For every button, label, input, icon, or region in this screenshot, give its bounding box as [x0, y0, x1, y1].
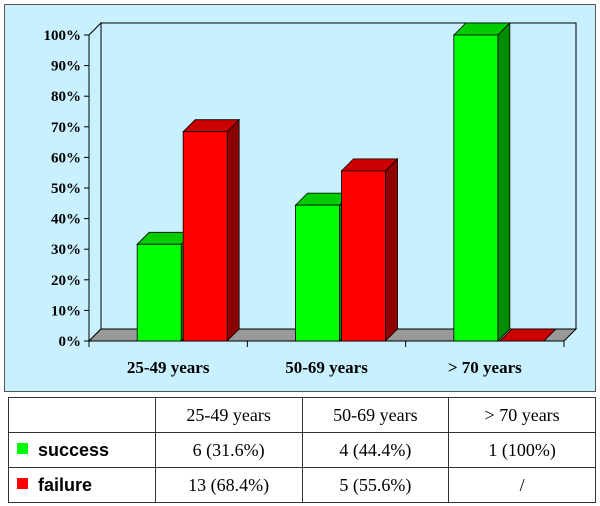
bar-success	[295, 204, 340, 342]
y-tick-label: 0%	[59, 334, 82, 350]
bar-failure	[341, 170, 386, 342]
y-tick-label: 50%	[51, 181, 81, 197]
bar-side-success	[497, 22, 511, 342]
y-tick-label: 100%	[44, 28, 82, 44]
failure-swatch-icon	[17, 478, 28, 490]
bar-side-failure	[385, 157, 398, 342]
bar-side-failure	[226, 118, 240, 342]
y-tick-label: 30%	[51, 242, 81, 258]
y-tick-label: 60%	[51, 150, 81, 166]
bar-top-failure	[498, 328, 557, 342]
table-row-failure: failure 13 (68.4%) 5 (55.6%) /	[8, 467, 596, 503]
table-header-cell: 50-69 years	[301, 397, 450, 433]
y-tick-label: 10%	[51, 303, 81, 319]
x-category-label: 50-69 years	[285, 358, 368, 377]
chart-panel: 0% 10% 20% 30% 40% 50% 60% 70% 80% 90% 100% 25-49 y…	[4, 4, 596, 392]
table-header-corner	[8, 397, 156, 433]
table-cell: 1 (100%)	[448, 432, 596, 468]
table-cell: 6 (31.6%)	[154, 432, 303, 468]
table-header-cell: 25-49 years	[154, 397, 303, 433]
y-tick-label: 80%	[51, 89, 81, 105]
x-category-label: 25-49 years	[127, 358, 210, 377]
table-row-success: success 6 (31.6%) 4 (44.4%) 1 (100%)	[8, 432, 596, 468]
legend-failure-label: failure	[38, 474, 93, 495]
y-tick-label: 20%	[51, 273, 81, 289]
success-swatch-icon	[17, 443, 28, 455]
bar-chart: 0% 10% 20% 30% 40% 50% 60% 70% 80% 90% 100% 25-49 y…	[44, 21, 578, 377]
bar-failure	[182, 131, 228, 342]
table-cell: /	[448, 467, 596, 503]
table-header-cell: > 70 years	[448, 397, 596, 433]
y-tick-label: 70%	[51, 120, 81, 136]
side-wall	[88, 21, 102, 343]
bar-success	[453, 34, 499, 342]
x-category-label: > 70 years	[448, 358, 522, 377]
y-tick-label: 90%	[51, 59, 81, 75]
legend-failure: failure	[8, 467, 156, 503]
data-table: 25-49 years 50-69 years > 70 years succe…	[8, 397, 596, 503]
y-tick-label: 40%	[51, 212, 81, 228]
legend-success-label: success	[38, 439, 110, 460]
table-cell: 5 (55.6%)	[301, 467, 450, 503]
bar-success	[136, 243, 182, 342]
table-header-row: 25-49 years 50-69 years > 70 years	[8, 397, 596, 433]
legend-success: success	[8, 432, 156, 468]
table-cell: 4 (44.4%)	[301, 432, 450, 468]
table-cell: 13 (68.4%)	[154, 467, 303, 503]
